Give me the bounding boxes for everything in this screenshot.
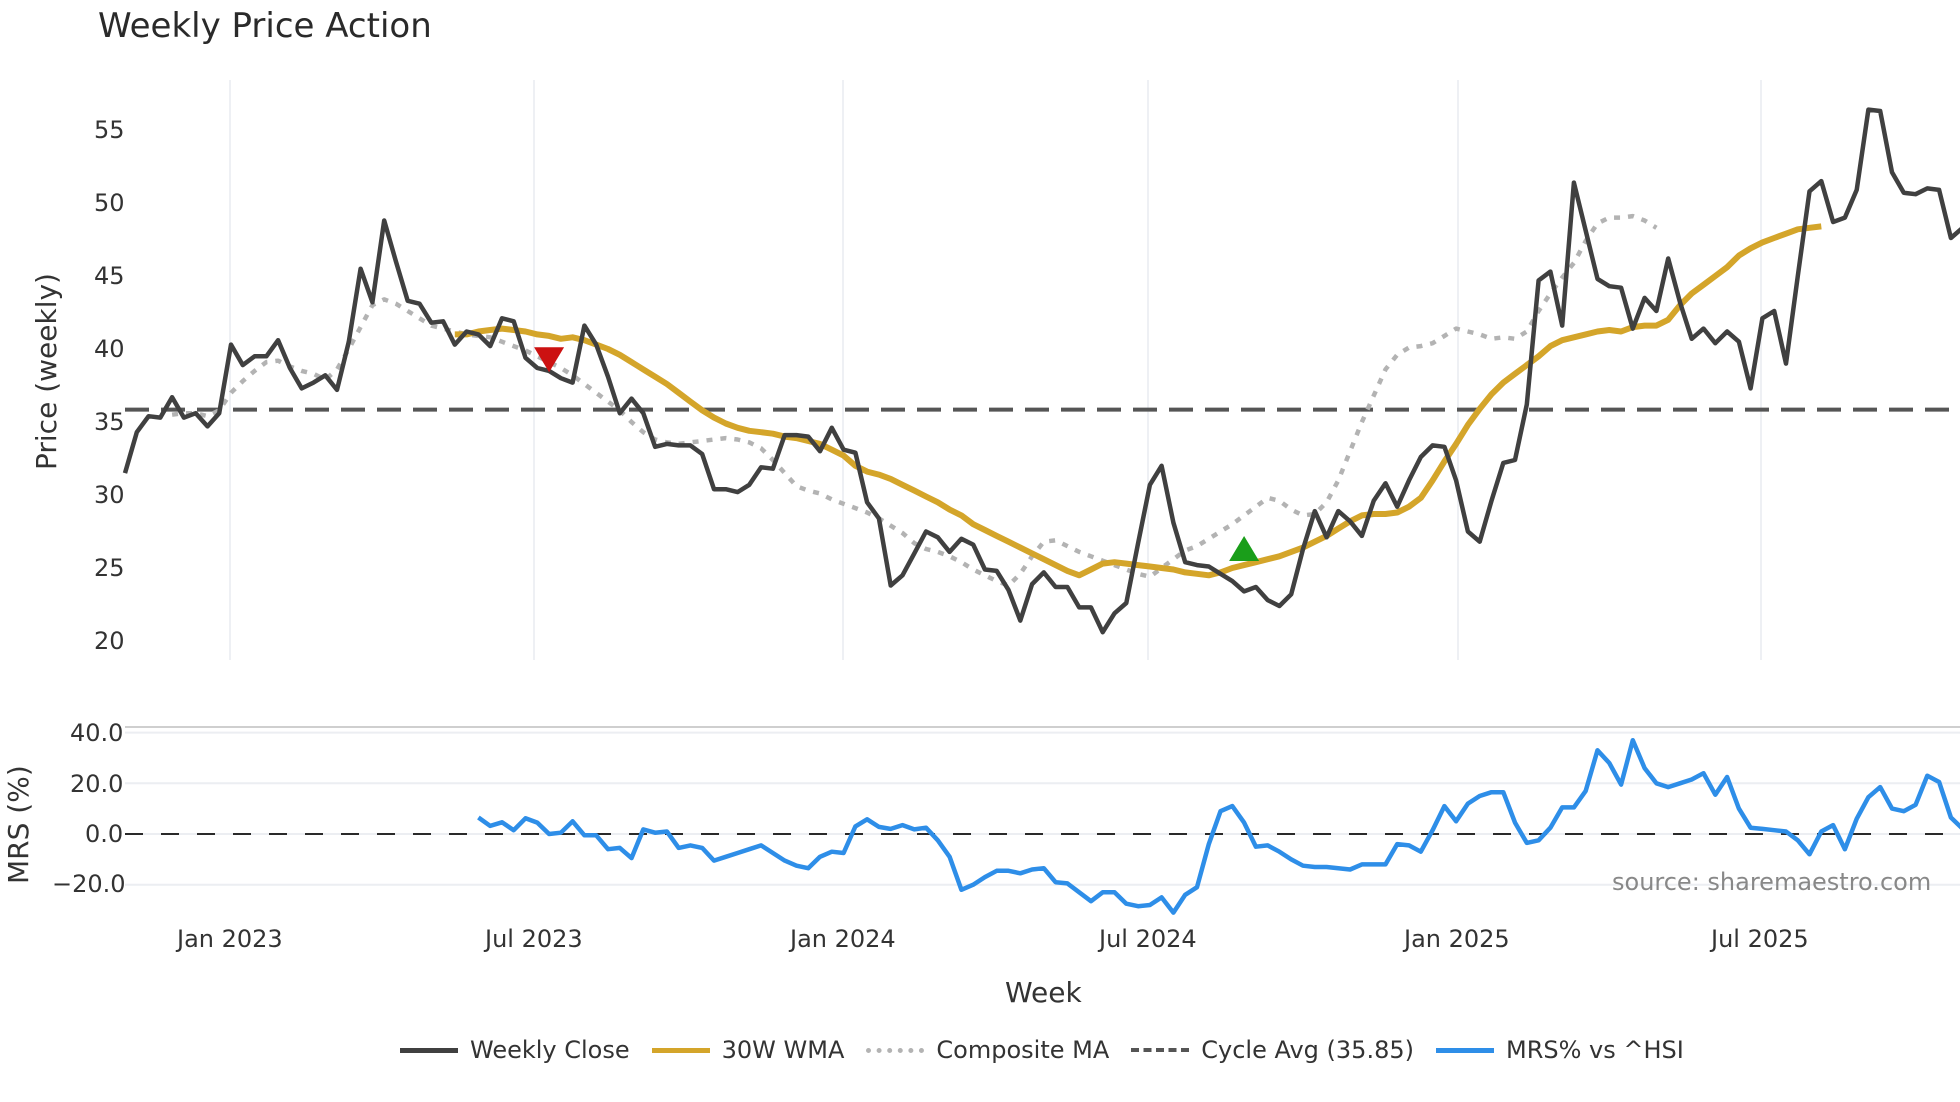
legend-label: Cycle Avg (35.85) [1201, 1036, 1414, 1064]
weekly-close-line [122, 107, 1960, 635]
solid-line-icon [651, 1047, 710, 1053]
mrs-grid [125, 726, 1960, 886]
legend-item-weekly-close[interactable]: Weekly Close [400, 1036, 630, 1064]
legend-label: MRS% vs ^HSI [1505, 1036, 1684, 1064]
legend-label: Weekly Close [470, 1036, 630, 1064]
legend: Weekly Close 30W WMA Composite MA Cycle … [400, 1036, 1706, 1064]
price-tick: 35 [94, 408, 125, 436]
price-tick: 55 [94, 116, 125, 144]
price-tick: 45 [94, 262, 125, 290]
price-series [122, 107, 1960, 635]
legend-label: Composite MA [936, 1036, 1110, 1064]
buy-signal-icon [1229, 536, 1260, 562]
legend-label: 30W WMA [721, 1036, 845, 1064]
solid-line-icon [400, 1047, 458, 1053]
x-tick: Jan 2024 [790, 925, 896, 953]
mrs-tick: 20.0 [70, 770, 124, 798]
x-tick: Jul 2024 [1099, 925, 1197, 953]
legend-item-mrs[interactable]: MRS% vs ^HSI [1435, 1036, 1684, 1064]
chart-title: Weekly Price Action [98, 6, 432, 46]
price-tick: 40 [94, 335, 125, 363]
x-tick: Jul 2025 [1711, 925, 1809, 953]
composite-ma-line [171, 213, 1658, 588]
mrs-axis-title: MRS (%) [2, 765, 35, 884]
price-axis-title: Price (weekly) [30, 273, 63, 470]
30w-wma-line [454, 223, 1822, 579]
x-tick: Jan 2025 [1404, 925, 1510, 953]
x-tick: Jan 2023 [177, 925, 283, 953]
mrs-series [477, 737, 1960, 915]
mrs-tick: 0.0 [85, 820, 124, 848]
price-tick: 25 [94, 554, 125, 582]
mrs-tick: 40.0 [70, 719, 124, 747]
mrs-line [477, 737, 1960, 915]
price-tick: 50 [94, 189, 125, 217]
source-annotation: source: sharemaestro.com [1612, 868, 1932, 896]
x-tick: Jul 2023 [485, 925, 583, 953]
legend-item-cycle-avg[interactable]: Cycle Avg (35.85) [1131, 1036, 1414, 1064]
legend-item-composite-ma[interactable]: Composite MA [866, 1036, 1109, 1064]
mrs-tick: −20.0 [52, 870, 126, 898]
price-tick: 30 [94, 481, 125, 509]
sell-signal-icon [534, 347, 565, 373]
price-grid [229, 80, 1762, 660]
solid-line-icon [1435, 1047, 1494, 1053]
signal-markers [534, 347, 1260, 562]
dashed-line-icon [1131, 1048, 1190, 1052]
legend-item-wma[interactable]: 30W WMA [651, 1036, 845, 1064]
dotted-line-icon [866, 1047, 925, 1053]
x-axis-title: Week [1005, 976, 1082, 1009]
price-tick: 20 [94, 627, 125, 655]
